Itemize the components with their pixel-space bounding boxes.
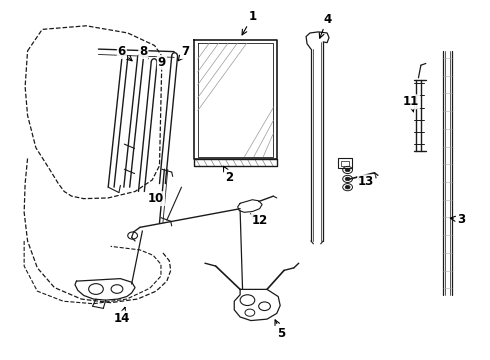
Text: 5: 5	[275, 320, 286, 340]
Text: 4: 4	[319, 13, 331, 38]
Text: 6: 6	[118, 45, 132, 61]
Text: 2: 2	[223, 166, 233, 184]
Text: 14: 14	[114, 307, 130, 325]
FancyBboxPatch shape	[338, 158, 352, 168]
Text: 12: 12	[250, 213, 268, 227]
Circle shape	[345, 168, 350, 172]
Circle shape	[345, 185, 350, 189]
Text: 7: 7	[178, 45, 190, 61]
Text: 13: 13	[357, 175, 374, 188]
FancyBboxPatch shape	[341, 161, 349, 166]
Text: 1: 1	[242, 10, 256, 35]
Text: 10: 10	[148, 192, 164, 205]
Text: 3: 3	[450, 213, 465, 226]
Circle shape	[345, 177, 350, 181]
Text: 9: 9	[158, 56, 166, 69]
Text: 11: 11	[403, 95, 419, 112]
Text: 8: 8	[139, 45, 148, 59]
